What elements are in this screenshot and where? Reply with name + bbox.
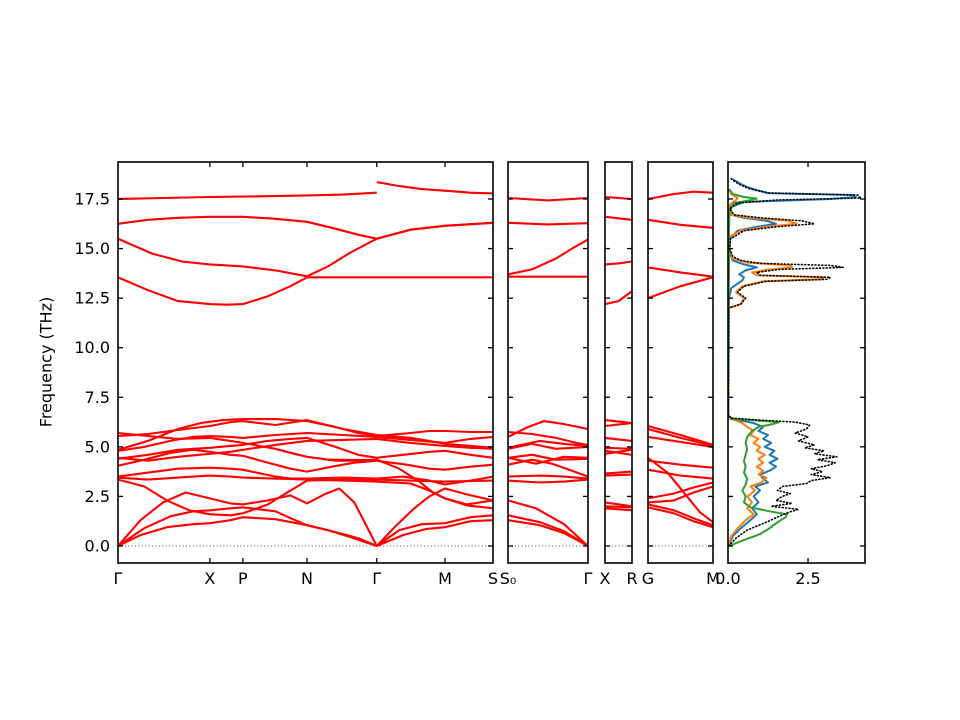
y-tick-label: 5.0 — [85, 437, 110, 456]
phonon-band — [508, 474, 588, 480]
phonon-band — [508, 442, 588, 450]
phonon-band — [605, 448, 632, 455]
y-axis-label: Frequency (THz) — [36, 296, 56, 428]
phonon-band — [508, 439, 588, 449]
phonon-band — [648, 427, 713, 447]
phonon-band — [605, 422, 632, 428]
phonon-band — [605, 260, 632, 266]
phonon-band — [648, 266, 713, 278]
panel-face — [508, 162, 588, 563]
phonon-band — [508, 430, 588, 446]
band-panel-2 — [508, 162, 588, 563]
phonon-band — [376, 181, 493, 195]
phonon-band — [648, 459, 713, 469]
phonon-band — [508, 453, 588, 461]
phonon-band — [648, 485, 713, 504]
phonon-band — [605, 436, 632, 442]
band-panel-4 — [648, 162, 713, 563]
phonon-band — [605, 507, 632, 512]
y-tick-label: 10.0 — [74, 338, 110, 357]
phonon-band — [118, 191, 377, 201]
phonon-band — [118, 431, 493, 506]
phonon-band — [118, 276, 493, 306]
phonon-band — [508, 196, 588, 202]
phonon-band — [648, 190, 713, 201]
x-tick-label: Γ — [114, 569, 123, 588]
phonon-band — [648, 503, 713, 527]
phonon-band — [508, 221, 588, 226]
phonon-band — [118, 466, 493, 486]
phonon-band — [648, 435, 713, 448]
x-tick-label: R — [626, 569, 637, 588]
phonon-band — [508, 499, 588, 547]
phonon-band — [508, 478, 588, 484]
x-tick-label: X — [600, 569, 611, 588]
phonon-band — [605, 501, 632, 508]
y-tick-label: 17.5 — [74, 190, 110, 209]
phonon-band — [605, 215, 632, 221]
phonon-band — [118, 215, 493, 240]
panel-frame — [647, 161, 714, 564]
phonon-band — [118, 506, 493, 548]
x-tick-label: S₀ — [500, 569, 517, 588]
y-tick-label: 15.0 — [74, 239, 110, 258]
phonon-band — [118, 419, 493, 449]
phonon-band — [605, 446, 632, 450]
band-panel-1 — [118, 162, 493, 563]
dos-panel — [728, 162, 865, 563]
x-tick-label: X — [204, 569, 215, 588]
phonon-band — [648, 456, 713, 524]
phonon-band — [648, 506, 713, 529]
phonon-band — [648, 218, 713, 229]
dos-x-tick-label: 0.0 — [715, 569, 740, 588]
phonon-band — [648, 468, 713, 480]
x-tick-label: Γ — [584, 569, 593, 588]
y-tick-label: 0.0 — [85, 537, 110, 556]
dos-x-tick-label: 2.5 — [795, 569, 820, 588]
x-tick-label: N — [301, 569, 313, 588]
phonon-band — [118, 487, 493, 548]
phonon-band — [118, 478, 493, 517]
phonon-band — [648, 481, 713, 500]
panel-frame — [117, 161, 494, 564]
phonon-band — [605, 505, 632, 509]
x-tick-label: M — [438, 569, 452, 588]
panel-frame — [507, 161, 589, 564]
panel-frame — [727, 161, 866, 564]
phonon-band — [508, 455, 588, 465]
phonon-band — [508, 514, 588, 547]
x-tick-label: S — [488, 569, 498, 588]
phonon-band — [118, 448, 493, 473]
phonon-band — [605, 473, 632, 477]
phonon-band — [605, 470, 632, 475]
x-tick-label: G — [642, 569, 654, 588]
phonon-band — [648, 276, 713, 300]
y-tick-label: 2.5 — [85, 487, 110, 506]
panel-frame — [604, 161, 633, 564]
x-tick-label: P — [238, 569, 248, 588]
phonon-band — [605, 290, 632, 306]
phonon-band — [118, 437, 493, 462]
x-tick-label: Γ — [372, 569, 381, 588]
phonon-band — [508, 420, 588, 438]
total-dos-curve — [728, 176, 862, 547]
y-tick-label: 12.5 — [74, 289, 110, 308]
phonon-band — [648, 424, 713, 446]
band-panel-3 — [605, 162, 632, 563]
phonon-band — [508, 238, 588, 276]
panel-face — [728, 162, 865, 563]
x-tick-label: M — [706, 569, 720, 588]
y-tick-label: 7.5 — [85, 388, 110, 407]
phonon-band — [118, 436, 493, 460]
